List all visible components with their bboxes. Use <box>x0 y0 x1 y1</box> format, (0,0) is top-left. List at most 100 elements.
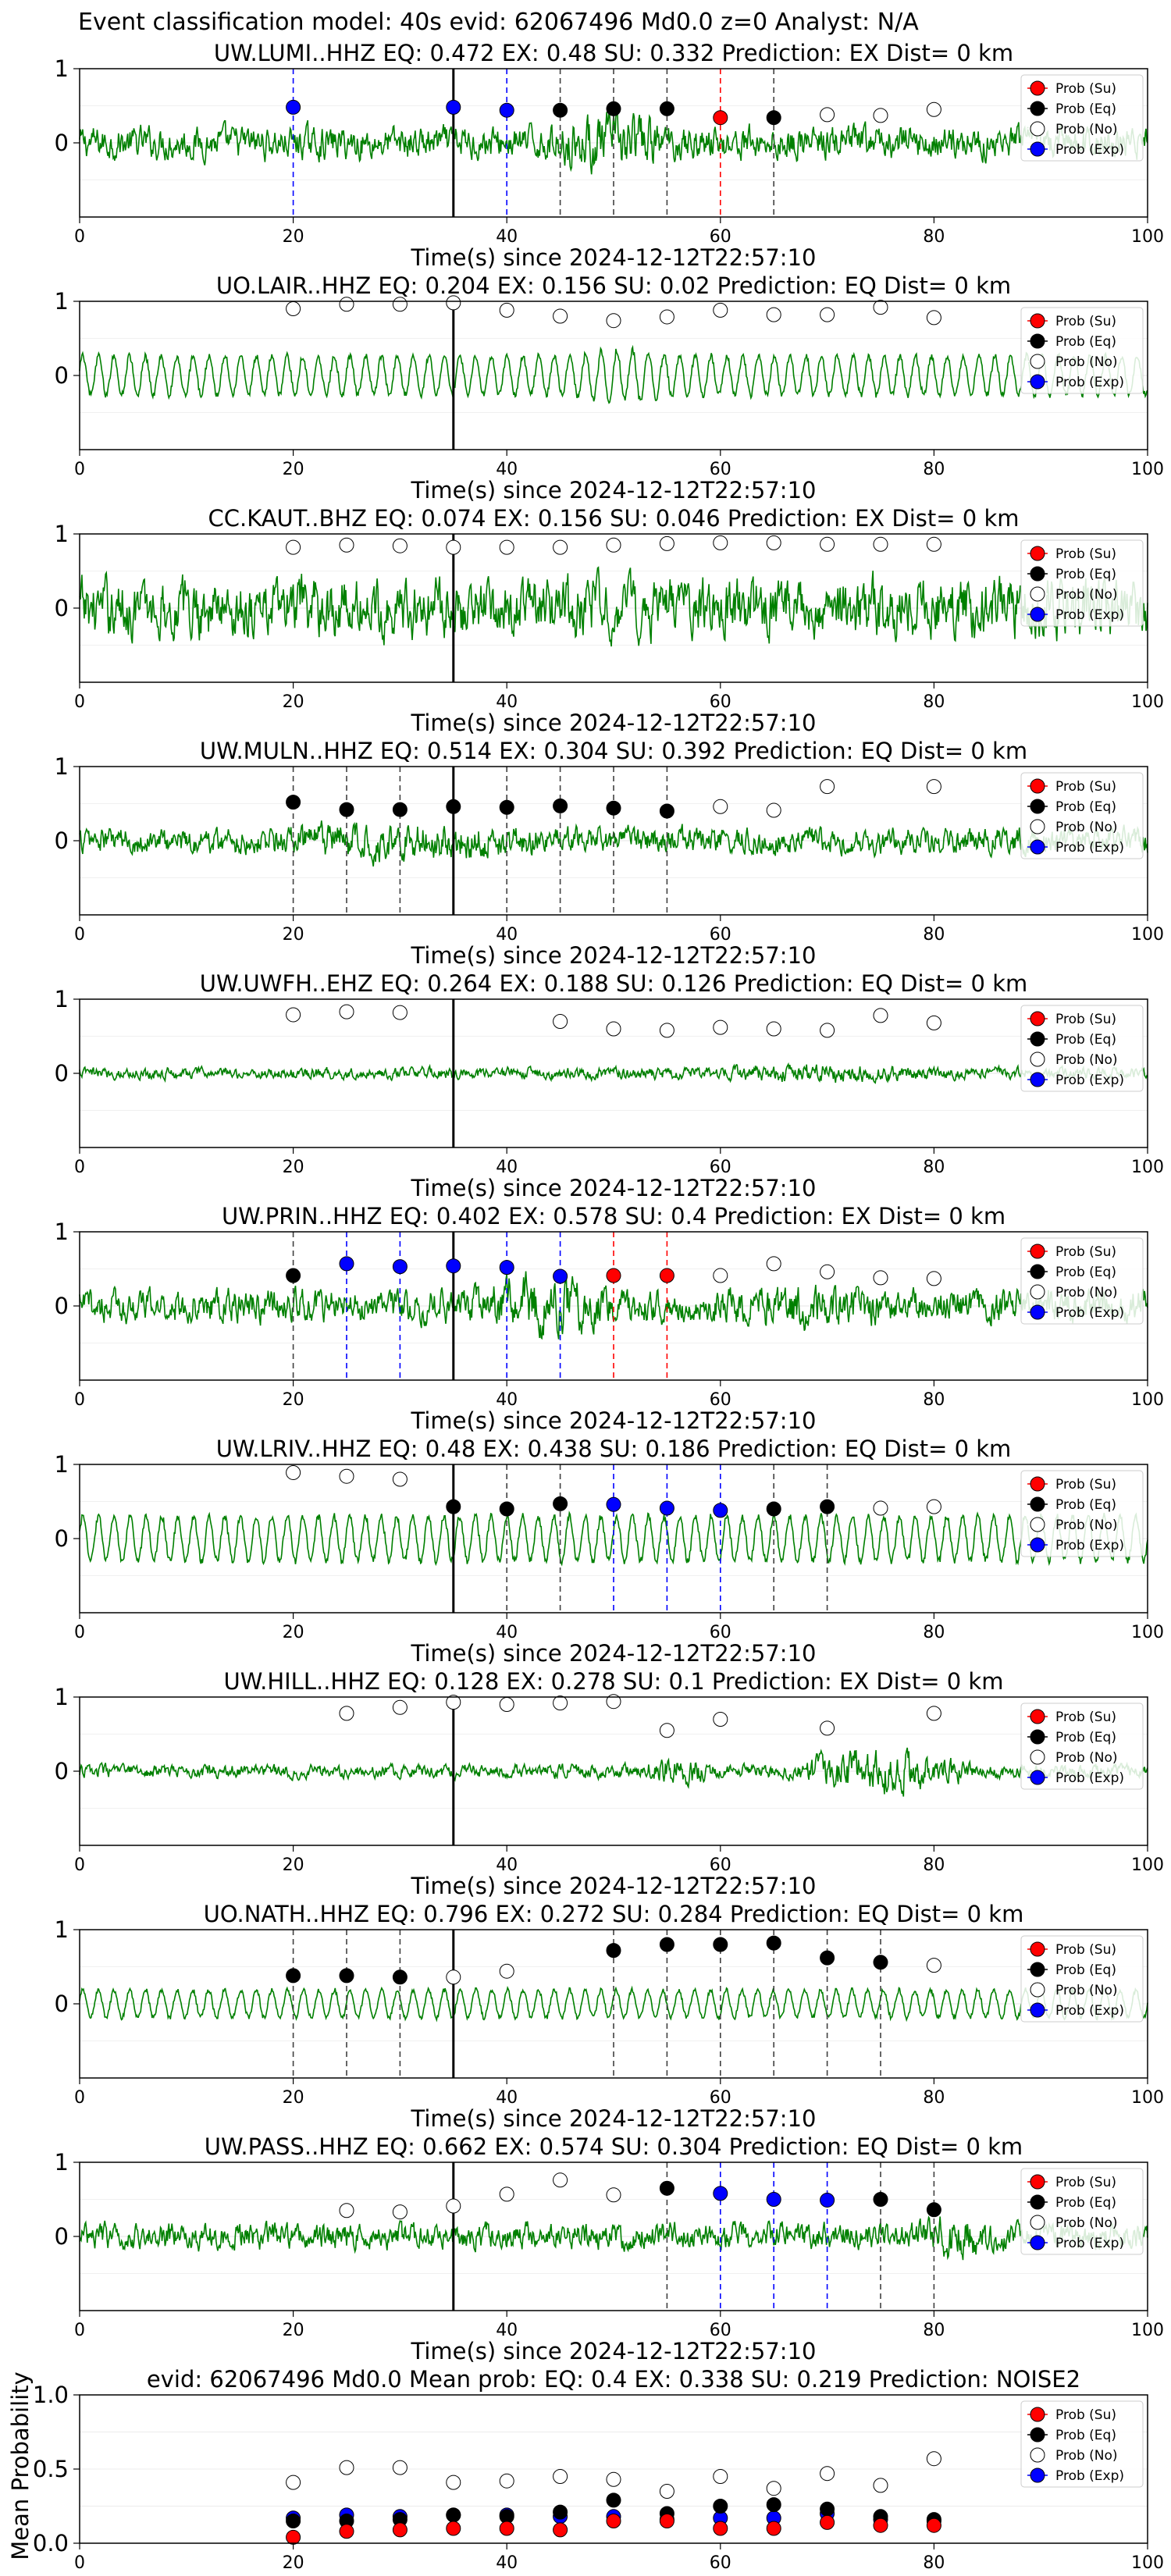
x-tick-label: 80 <box>923 692 945 712</box>
legend-label: Prob (Eq) <box>1055 2195 1116 2211</box>
probability-point <box>499 302 514 318</box>
probability-point <box>499 102 514 118</box>
probability-point <box>286 539 301 555</box>
legend: Prob (Su) Prob (Eq) Prob (No) Prob (Exp) <box>1020 539 1144 627</box>
probability-point <box>926 1706 941 1721</box>
y-tick-label: 0 <box>55 1293 69 1319</box>
legend-marker <box>1030 1476 1045 1492</box>
legend-marker <box>1030 586 1045 602</box>
probability-point <box>926 310 941 326</box>
x-tick-label: 80 <box>923 2088 945 2108</box>
probability-point <box>392 1471 408 1487</box>
waveform-trace <box>79 2215 1148 2261</box>
x-tick-label: 40 <box>496 460 518 479</box>
mean-prob-point-no <box>926 2451 941 2467</box>
y-tick-label: 0 <box>55 1060 69 1087</box>
legend: Prob (Su) Prob (Eq) Prob (No) Prob (Exp) <box>1020 1005 1144 1092</box>
legend-label: Prob (Su) <box>1055 546 1116 562</box>
legend-label: Prob (Su) <box>1055 1012 1116 1027</box>
legend-label: Prob (Exp) <box>1055 1538 1124 1553</box>
probability-point <box>446 99 461 115</box>
y-tick-label: 1 <box>55 1916 69 1943</box>
probability-point <box>553 1496 568 1511</box>
x-tick-label: 20 <box>283 2321 304 2340</box>
probability-point <box>553 308 568 324</box>
mean-prob-point-su <box>766 2521 781 2536</box>
x-tick-label: 0 <box>74 1856 85 1875</box>
legend-marker <box>1030 1072 1045 1087</box>
legend-marker <box>1030 2002 1045 2018</box>
probability-point <box>926 1015 941 1030</box>
x-tick-label: 20 <box>283 227 304 247</box>
probability-point <box>820 1950 835 1966</box>
legend-label: Prob (No) <box>1055 1052 1118 1068</box>
legend-label: Prob (Exp) <box>1055 2236 1124 2251</box>
probability-point <box>659 1023 674 1038</box>
legend-marker <box>1030 2215 1045 2230</box>
probability-point <box>499 539 514 555</box>
mean-prob-point-su <box>659 2514 674 2528</box>
probability-point <box>339 802 354 817</box>
waveform-panel: UW.PRIN..HHZ EQ: 0.402 EX: 0.578 SU: 0.4… <box>55 1203 1164 1434</box>
legend-marker <box>1030 1031 1045 1047</box>
legend-label: Prob (Exp) <box>1055 840 1124 856</box>
probability-point <box>873 1270 888 1286</box>
waveform-trace <box>79 1062 1148 1084</box>
panel-title: CC.KAUT..BHZ EQ: 0.074 EX: 0.156 SU: 0.0… <box>208 505 1019 532</box>
probability-point <box>553 798 568 813</box>
mean-prob-point-su <box>873 2517 888 2533</box>
probability-point <box>713 1019 728 1035</box>
legend-label: Prob (Exp) <box>1055 2003 1124 2019</box>
probability-point <box>766 535 781 550</box>
probability-point <box>286 795 301 810</box>
x-axis-label: Time(s) since 2024-12-12T22:57:10 <box>411 2105 817 2132</box>
legend-marker <box>1030 1982 1045 1998</box>
mean-prob-point-su <box>820 2514 835 2530</box>
probability-point <box>339 1256 354 1272</box>
mean-probability-panel: evid: 62067496 Md0.0 Mean prob: EQ: 0.4 … <box>7 2366 1164 2573</box>
probability-point <box>606 101 621 116</box>
waveform-trace <box>79 566 1148 647</box>
x-tick-label: 40 <box>496 227 518 247</box>
x-tick-label: 0 <box>74 2553 85 2573</box>
probability-point <box>446 295 461 311</box>
probability-point <box>339 1004 354 1019</box>
legend-marker <box>1030 546 1045 561</box>
probability-point <box>286 301 301 316</box>
probability-point <box>553 2172 568 2188</box>
legend-label: Prob (Exp) <box>1055 142 1124 158</box>
y-tick-label: 0 <box>55 1758 69 1784</box>
y-tick-label: 1 <box>55 2149 69 2176</box>
legend-marker <box>1030 1304 1045 1320</box>
x-tick-label: 60 <box>710 1158 731 1177</box>
panel-title: UW.LUMI..HHZ EQ: 0.472 EX: 0.48 SU: 0.33… <box>214 40 1013 66</box>
legend-label: Prob (No) <box>1055 2448 1118 2464</box>
x-tick-label: 20 <box>283 1623 304 1642</box>
x-axis-label: Time(s) since 2024-12-12T22:57:10 <box>411 1640 817 1667</box>
legend-label: Prob (Eq) <box>1055 567 1116 582</box>
legend-marker <box>1030 333 1045 349</box>
legend-label: Prob (Su) <box>1055 1244 1116 1260</box>
x-tick-label: 100 <box>1131 1390 1164 1410</box>
legend-marker <box>1030 2467 1045 2483</box>
x-tick-label: 80 <box>923 460 945 479</box>
legend-marker <box>1030 839 1045 855</box>
probability-point <box>820 1264 835 1279</box>
x-tick-label: 80 <box>923 1623 945 1642</box>
x-tick-label: 100 <box>1131 1158 1164 1177</box>
x-tick-label: 80 <box>923 1856 945 1875</box>
mean-prob-point-su <box>713 2521 728 2536</box>
mean-prob-point-eq <box>553 2504 568 2520</box>
legend-marker <box>1030 1770 1045 1785</box>
legend-frame <box>1020 307 1144 394</box>
probability-point <box>926 101 941 117</box>
probability-point <box>926 536 941 552</box>
legend-label: Prob (Eq) <box>1055 2428 1116 2443</box>
x-tick-label: 0 <box>74 460 85 479</box>
legend-frame <box>1020 2168 1144 2255</box>
probability-point <box>606 1496 621 1512</box>
y-tick-label: 1 <box>55 1684 69 1710</box>
mean-prob-point-eq <box>286 2514 301 2528</box>
probability-point <box>392 1259 408 1275</box>
